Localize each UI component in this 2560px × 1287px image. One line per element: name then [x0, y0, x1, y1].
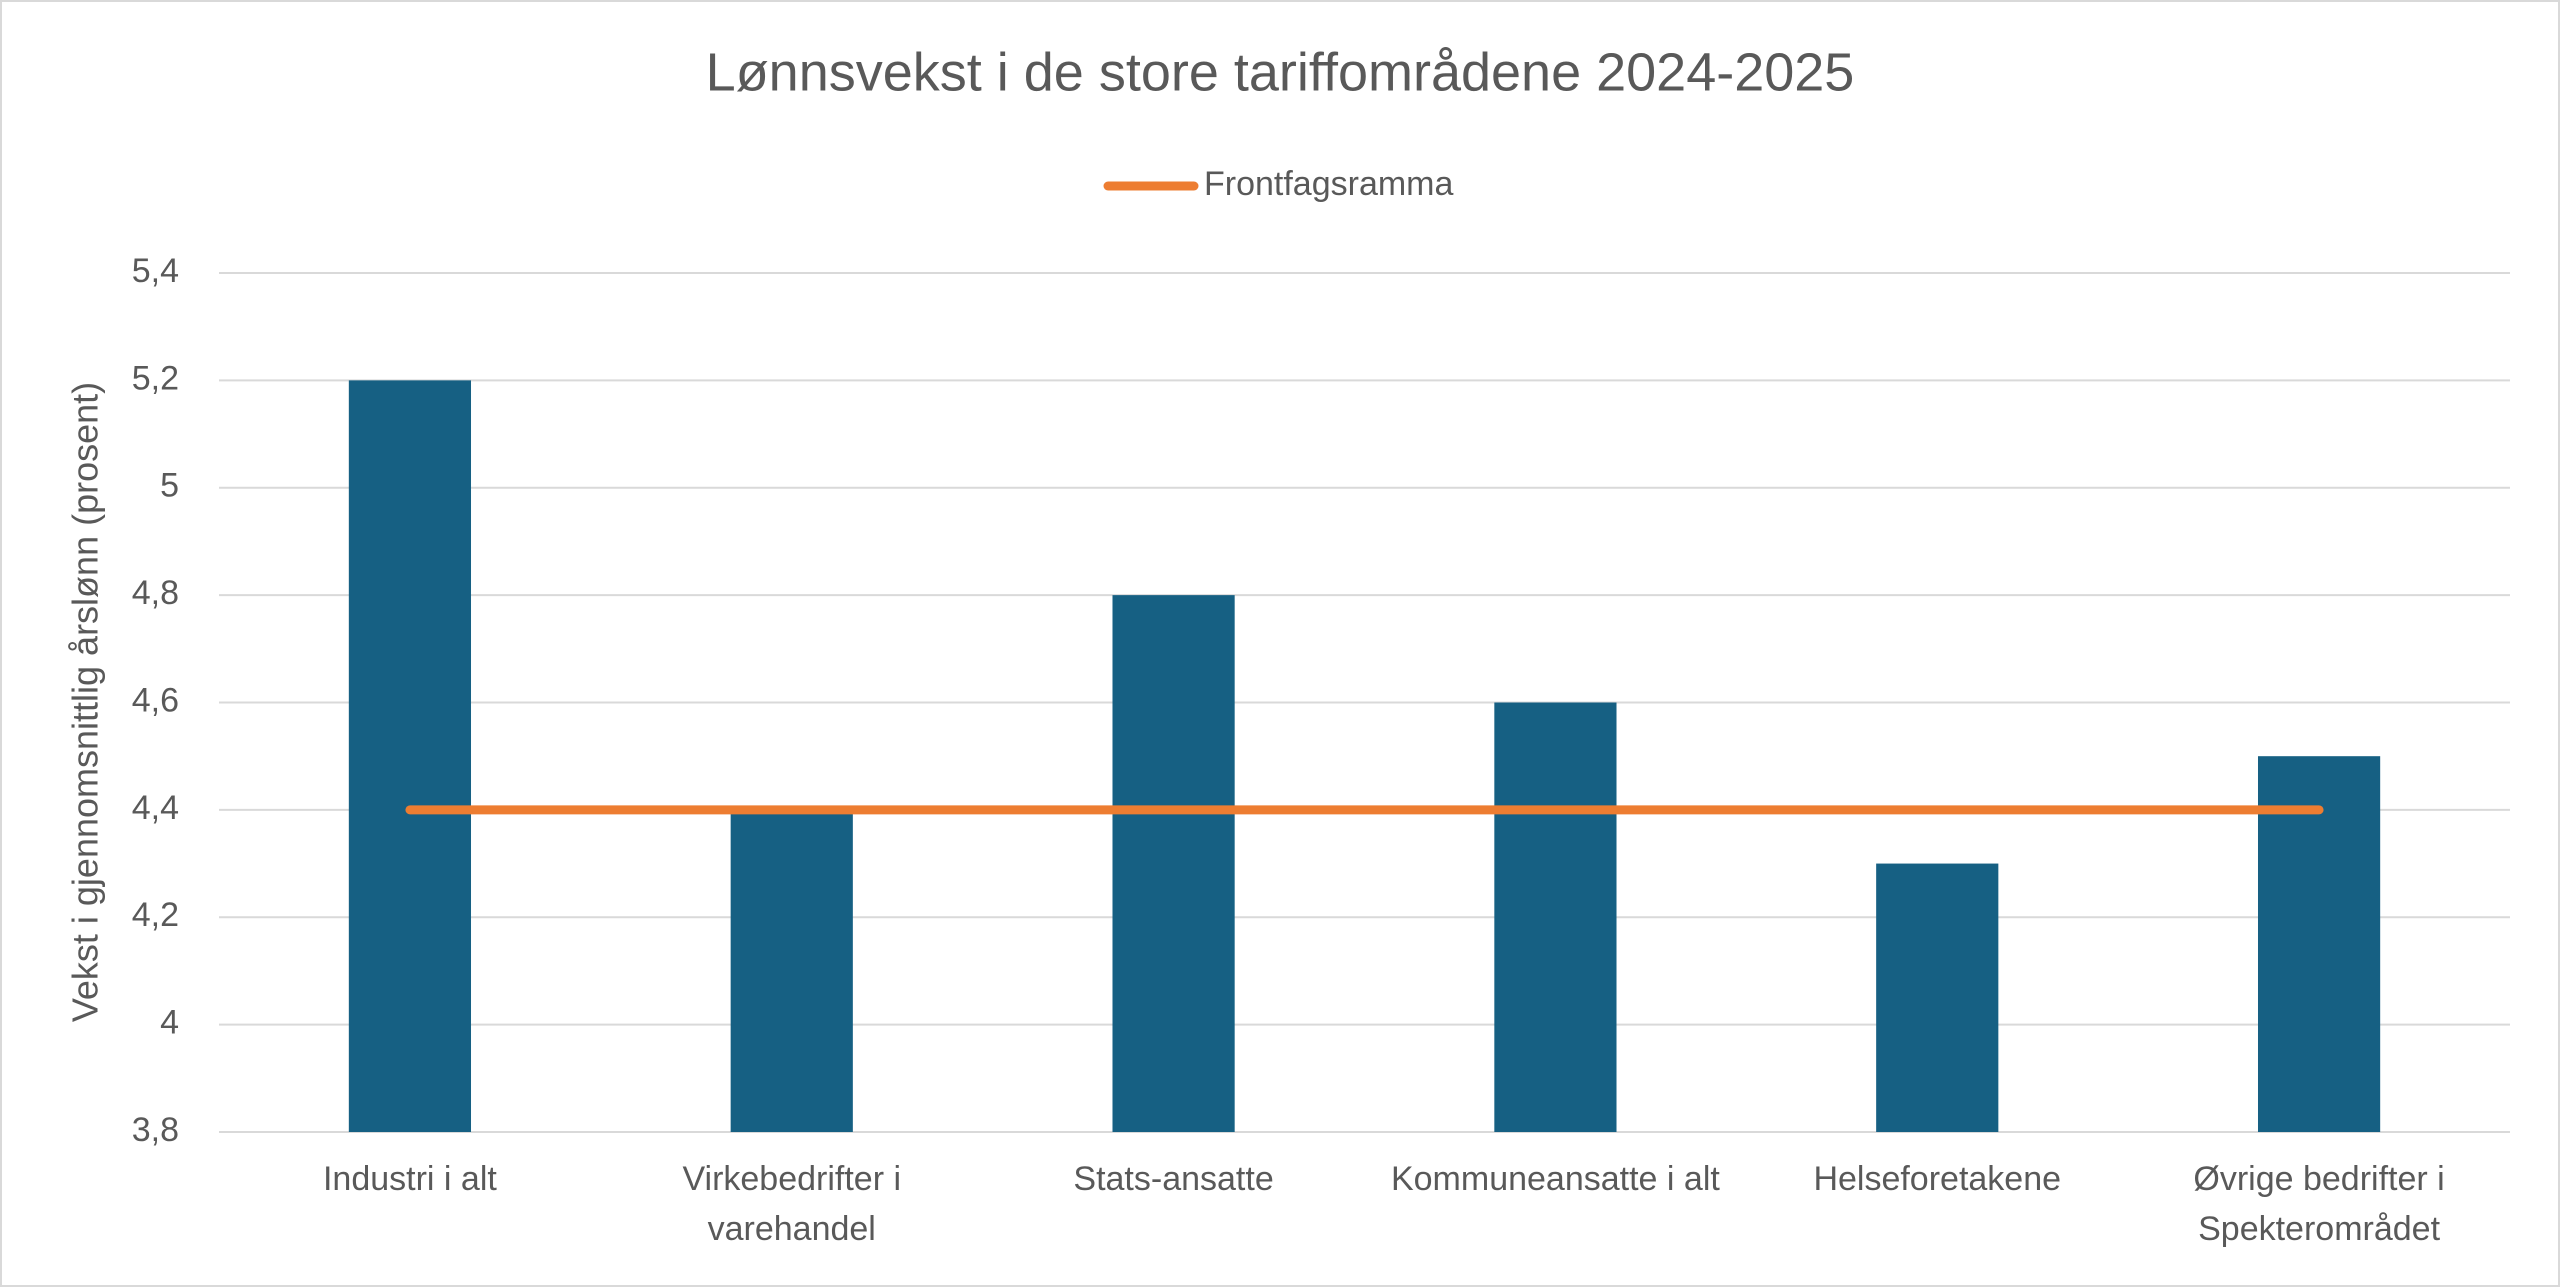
x-tick-label: Øvrige bedrifter i Spekterområdet — [2193, 1160, 2445, 1248]
y-tick-label: 5,4 — [132, 252, 179, 290]
bar — [1494, 702, 1617, 1132]
bar — [1876, 863, 1999, 1132]
x-tick-label: Helseforetakene — [1813, 1160, 2062, 1198]
x-tick-label: Kommuneansatte i alt — [1390, 1160, 1720, 1198]
y-tick-label: 5,2 — [132, 359, 179, 397]
x-tick-label: Stats-ansatte — [1073, 1160, 1274, 1198]
legend-label: Frontfagsramma — [1204, 165, 1453, 203]
x-tick-label: Virkebedrifter i varehandel — [682, 1160, 902, 1248]
bar — [348, 380, 472, 1132]
bar — [1112, 595, 1235, 1132]
y-axis-title: Vekst i gjennomsnittlig årslønn (prosent… — [65, 382, 106, 1022]
y-tick-label: 3,8 — [132, 1111, 179, 1149]
x-tick-label: Industri i alt — [322, 1160, 497, 1198]
y-tick-label: 5 — [160, 467, 179, 505]
y-tick-label: 4 — [160, 1004, 179, 1042]
bar — [730, 809, 853, 1132]
y-tick-label: 4,4 — [132, 789, 179, 827]
y-tick-label: 4,6 — [132, 681, 179, 719]
bar — [2257, 756, 2381, 1132]
y-tick-label: 4,2 — [132, 896, 179, 934]
chart-title: Lønnsvekst i de store tariffområdene 202… — [706, 42, 1855, 102]
y-tick-label: 4,8 — [132, 574, 179, 612]
